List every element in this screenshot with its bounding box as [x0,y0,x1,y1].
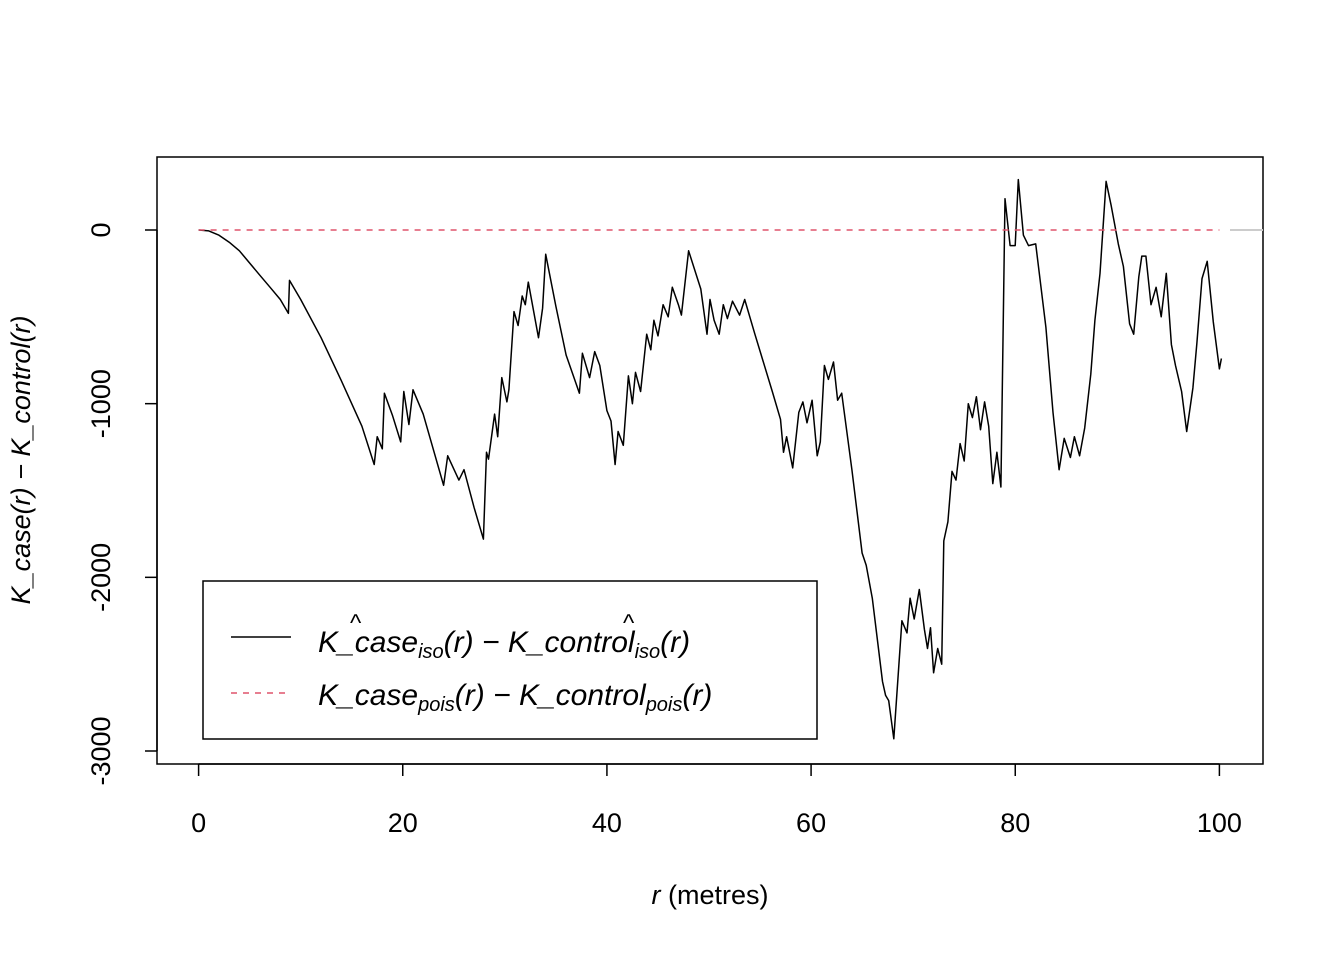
x-axis-var: r [652,880,662,910]
legend: K_caseiso(r) − K_controliso(r) ^ ^ K_cas… [202,580,818,740]
series-layer [198,178,1223,740]
x-tick-label: 60 [796,808,826,838]
x-tick-label: 100 [1197,808,1242,838]
x-tick-label: 80 [1000,808,1030,838]
y-label-part: ( [6,331,36,343]
x-tick-label: 20 [388,808,418,838]
y-tick-label: -2000 [86,543,116,612]
y-label-part: r [6,324,36,334]
legend-hat-2: ^ [623,610,635,637]
y-label-part: K_case [6,514,36,604]
series-line-iso [198,178,1223,740]
x-axis: 0 20 40 60 80 100 [191,763,1242,838]
y-label-part: ) [6,316,36,328]
y-label-part: ) [6,487,36,499]
y-label-part: r [6,495,36,505]
x-axis-unit: (metres) [661,880,769,910]
legend-hat-1: ^ [350,610,362,637]
y-tick-label: 0 [86,222,116,237]
legend-label-iso: K_caseiso(r) − K_controliso(r) [318,626,690,663]
y-label-part: K_control [6,342,36,457]
x-tick-label: 40 [592,808,622,838]
y-tick-label: -3000 [86,716,116,785]
x-tick-label: 0 [191,808,206,838]
legend-label-pois: K_casepois(r) − K_controlpois(r) [318,679,712,716]
y-label-part: − [6,457,36,488]
x-axis-title: r (metres) [652,880,769,910]
y-axis-title: K_case(r) − K_control(r) [6,316,36,605]
y-label-part: ( [6,502,36,514]
y-tick-label: -1000 [86,369,116,438]
y-axis: 0 -1000 -2000 -3000 [86,222,158,786]
legend-box [202,580,818,740]
